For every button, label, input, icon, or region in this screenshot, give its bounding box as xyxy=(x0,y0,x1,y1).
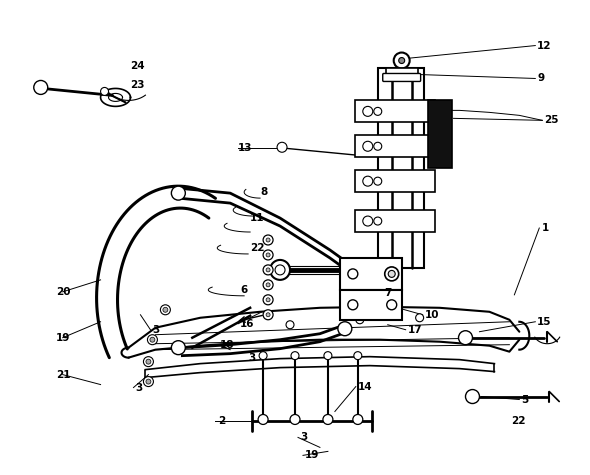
Bar xyxy=(355,210,435,232)
Text: 19: 19 xyxy=(305,450,319,460)
Circle shape xyxy=(286,321,294,329)
Text: 20: 20 xyxy=(55,287,70,297)
Text: 8: 8 xyxy=(260,187,267,197)
Circle shape xyxy=(324,352,332,360)
Circle shape xyxy=(290,415,300,425)
Circle shape xyxy=(146,379,151,384)
Text: 15: 15 xyxy=(537,317,552,327)
Circle shape xyxy=(266,313,270,317)
Circle shape xyxy=(353,415,363,425)
Circle shape xyxy=(458,331,473,345)
Circle shape xyxy=(291,352,299,360)
Text: 12: 12 xyxy=(537,40,552,50)
Circle shape xyxy=(266,298,270,302)
Circle shape xyxy=(348,265,362,279)
Circle shape xyxy=(323,415,333,425)
Text: 3: 3 xyxy=(248,352,255,362)
Text: 21: 21 xyxy=(55,370,70,380)
Circle shape xyxy=(363,141,373,151)
Circle shape xyxy=(363,216,373,226)
Circle shape xyxy=(386,300,396,310)
Circle shape xyxy=(263,235,273,245)
Text: 22: 22 xyxy=(250,243,265,253)
Circle shape xyxy=(171,341,185,355)
Circle shape xyxy=(363,176,373,186)
Circle shape xyxy=(356,316,364,324)
Circle shape xyxy=(266,238,270,242)
Circle shape xyxy=(171,186,185,200)
Circle shape xyxy=(34,80,48,95)
Text: 3: 3 xyxy=(136,382,143,392)
Text: 3: 3 xyxy=(300,432,307,442)
Circle shape xyxy=(399,57,405,64)
Circle shape xyxy=(388,270,395,277)
Bar xyxy=(428,100,451,168)
Circle shape xyxy=(263,280,273,290)
Text: 22: 22 xyxy=(512,417,526,427)
Text: 9: 9 xyxy=(537,74,545,84)
Text: 10: 10 xyxy=(425,310,439,320)
Circle shape xyxy=(338,322,352,336)
Circle shape xyxy=(146,359,151,364)
Circle shape xyxy=(354,352,362,360)
Circle shape xyxy=(258,415,268,425)
Text: 13: 13 xyxy=(238,143,253,153)
Circle shape xyxy=(348,269,358,279)
Circle shape xyxy=(363,106,373,116)
Text: 2: 2 xyxy=(218,417,225,427)
Text: 14: 14 xyxy=(358,381,372,391)
Circle shape xyxy=(394,53,409,68)
Circle shape xyxy=(466,390,480,404)
Bar xyxy=(340,258,402,290)
Circle shape xyxy=(143,357,153,367)
Circle shape xyxy=(266,283,270,287)
Text: 16: 16 xyxy=(240,319,255,329)
Circle shape xyxy=(263,250,273,260)
Text: 1: 1 xyxy=(542,223,549,233)
Bar xyxy=(340,290,402,320)
Circle shape xyxy=(163,307,168,312)
Circle shape xyxy=(150,337,155,342)
Text: 5: 5 xyxy=(522,395,529,405)
Text: 11: 11 xyxy=(250,213,265,223)
Circle shape xyxy=(263,265,273,275)
Circle shape xyxy=(100,87,109,95)
Circle shape xyxy=(374,107,382,115)
Circle shape xyxy=(374,177,382,185)
FancyBboxPatch shape xyxy=(383,74,421,81)
Bar xyxy=(355,100,435,123)
Circle shape xyxy=(415,314,424,322)
Text: 17: 17 xyxy=(408,325,422,335)
Circle shape xyxy=(275,265,285,275)
Circle shape xyxy=(348,300,358,310)
Bar xyxy=(386,68,418,76)
Text: 19: 19 xyxy=(55,332,70,342)
Bar xyxy=(355,170,435,192)
Circle shape xyxy=(270,260,290,280)
Circle shape xyxy=(266,268,270,272)
Text: 7: 7 xyxy=(385,288,392,298)
Circle shape xyxy=(374,217,382,225)
Text: 6: 6 xyxy=(240,285,247,295)
Bar xyxy=(378,68,424,268)
Text: 3: 3 xyxy=(152,325,160,335)
Text: 25: 25 xyxy=(544,115,559,125)
Circle shape xyxy=(374,142,382,150)
Text: 24: 24 xyxy=(130,60,145,70)
Circle shape xyxy=(263,310,273,320)
Bar xyxy=(355,135,435,157)
Circle shape xyxy=(148,335,158,345)
Circle shape xyxy=(385,267,399,281)
Circle shape xyxy=(277,142,287,152)
Circle shape xyxy=(266,253,270,257)
Circle shape xyxy=(143,377,153,387)
Text: 18: 18 xyxy=(220,340,235,350)
Circle shape xyxy=(263,295,273,305)
Text: 23: 23 xyxy=(130,80,145,90)
Circle shape xyxy=(160,305,171,315)
Circle shape xyxy=(259,352,267,360)
